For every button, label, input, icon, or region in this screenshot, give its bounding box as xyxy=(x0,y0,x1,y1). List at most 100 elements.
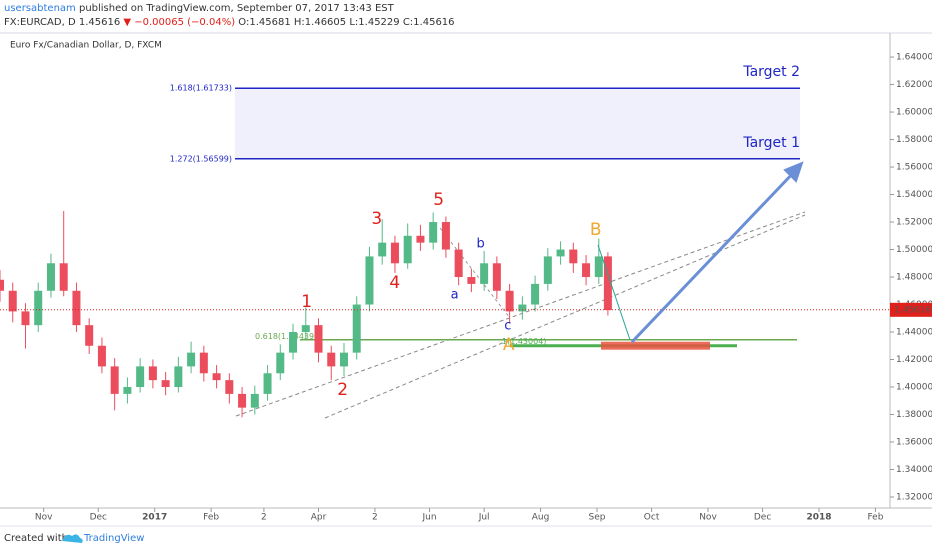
x-tick-label: Feb xyxy=(867,513,883,523)
candle-body xyxy=(556,249,565,257)
projection-arrow xyxy=(630,168,798,344)
candle-body xyxy=(46,263,55,291)
candle-body xyxy=(378,242,387,257)
candle-body xyxy=(123,387,132,394)
candle-body xyxy=(594,256,603,278)
x-tick-label: 2017 xyxy=(142,513,167,523)
candle-body xyxy=(263,373,272,394)
candle-body xyxy=(403,235,412,264)
y-tick-label: 1.64000 xyxy=(896,53,932,63)
wave-label: b xyxy=(477,237,485,252)
fib-label: 1.272(1.56599) xyxy=(170,154,232,163)
y-tick-label: 1.44000 xyxy=(896,328,932,338)
trend-line xyxy=(439,227,511,319)
x-tick-label: Dec xyxy=(90,513,107,523)
x-tick-label: Dec xyxy=(754,513,771,523)
candle-body xyxy=(543,256,552,284)
low: L:1.45229 xyxy=(349,17,399,28)
candle-body xyxy=(441,222,450,250)
candle-body xyxy=(429,222,438,243)
y-tick-label: 1.54000 xyxy=(896,190,932,200)
wave-label: 5 xyxy=(433,190,444,210)
candle-body xyxy=(582,263,591,278)
header-line-1: usersabtenam published on TradingView.co… xyxy=(4,3,395,14)
current-price-box xyxy=(890,302,932,317)
candle-body xyxy=(59,263,68,291)
x-tick-label: Apr xyxy=(311,513,327,523)
wave-label: 2 xyxy=(337,380,348,400)
x-tick-label: Nov xyxy=(35,513,53,523)
candle-body xyxy=(174,366,183,388)
current-price-label: 1.45616 xyxy=(894,305,931,315)
x-tick-label: 2018 xyxy=(806,513,831,523)
wave-label: c xyxy=(504,318,511,333)
candle-body xyxy=(480,263,489,284)
candle-body xyxy=(301,325,310,333)
candle-body xyxy=(199,352,208,374)
candle-body xyxy=(416,235,425,243)
candle-body xyxy=(238,393,247,408)
y-tick-label: 1.34000 xyxy=(896,465,932,475)
y-tick-label: 1.58000 xyxy=(896,135,932,145)
wave-label: 3 xyxy=(371,209,382,229)
x-tick-label: Aug xyxy=(532,513,550,523)
support-label: 1(1.43004) xyxy=(502,337,546,346)
projection xyxy=(597,244,631,341)
x-tick-label: Feb xyxy=(203,513,219,523)
candle-body xyxy=(0,279,4,291)
symbol: FX:EURCAD, D xyxy=(4,17,76,28)
buy-zone xyxy=(601,341,710,350)
last: 1.45616 xyxy=(79,17,120,28)
y-tick-label: 1.32000 xyxy=(896,493,932,503)
x-tick-label: Oct xyxy=(644,513,660,523)
candle-body xyxy=(352,304,361,353)
trend-line xyxy=(324,214,806,419)
user[interactable]: usersabtenam xyxy=(4,3,76,14)
candle-body xyxy=(187,352,196,367)
wave-label: B xyxy=(590,220,602,240)
chart-title: Euro Fx/Canadian Dollar, D, FXCM xyxy=(10,41,162,51)
y-tick-label: 1.62000 xyxy=(896,80,932,90)
candle-body xyxy=(327,352,336,367)
y-tick-label: 1.38000 xyxy=(896,410,932,420)
wave-label: 1 xyxy=(301,292,312,312)
target-label: Target 1 xyxy=(742,135,800,151)
candle-body xyxy=(8,290,17,312)
candle-body xyxy=(531,283,540,305)
x-tick-label: Nov xyxy=(699,513,717,523)
candle-body xyxy=(454,249,463,278)
x-tick-label: Jul xyxy=(478,513,490,523)
wave-label: 4 xyxy=(389,273,400,293)
x-tick-label: 2 xyxy=(372,513,378,523)
candle-body xyxy=(72,290,81,326)
candle-body xyxy=(212,373,221,381)
arrow-head xyxy=(783,161,804,183)
candle-body xyxy=(136,366,145,388)
candle-body xyxy=(161,380,170,388)
y-tick-label: 1.52000 xyxy=(896,218,932,228)
footer-created: Created with xyxy=(4,533,68,544)
candle-body xyxy=(492,263,501,291)
y-tick-label: 1.56000 xyxy=(896,163,932,173)
candle-body xyxy=(85,325,94,346)
footer-brand[interactable]: TradingView xyxy=(83,533,144,544)
wave-label: a xyxy=(451,288,459,303)
logo xyxy=(62,534,83,543)
fib-label: 1.618(1.61733) xyxy=(170,84,232,93)
candle-body xyxy=(390,242,399,264)
candle-body xyxy=(276,352,285,374)
x-tick-label: Sep xyxy=(588,513,605,523)
candle-body xyxy=(21,311,30,326)
trend-line xyxy=(235,211,806,417)
high: H:1.46605 xyxy=(294,17,346,28)
y-tick-label: 1.50000 xyxy=(896,245,932,255)
y-tick-label: 1.40000 xyxy=(896,383,932,393)
candle-body xyxy=(467,277,476,284)
x-tick-label: 2 xyxy=(261,513,267,523)
y-tick-label: 1.36000 xyxy=(896,438,932,448)
candle-body xyxy=(365,256,374,305)
candle-body xyxy=(518,304,527,312)
change: ▼ −0.00065 (−0.04%) xyxy=(123,17,235,28)
candle-body xyxy=(148,366,157,381)
candle-body xyxy=(289,332,298,353)
